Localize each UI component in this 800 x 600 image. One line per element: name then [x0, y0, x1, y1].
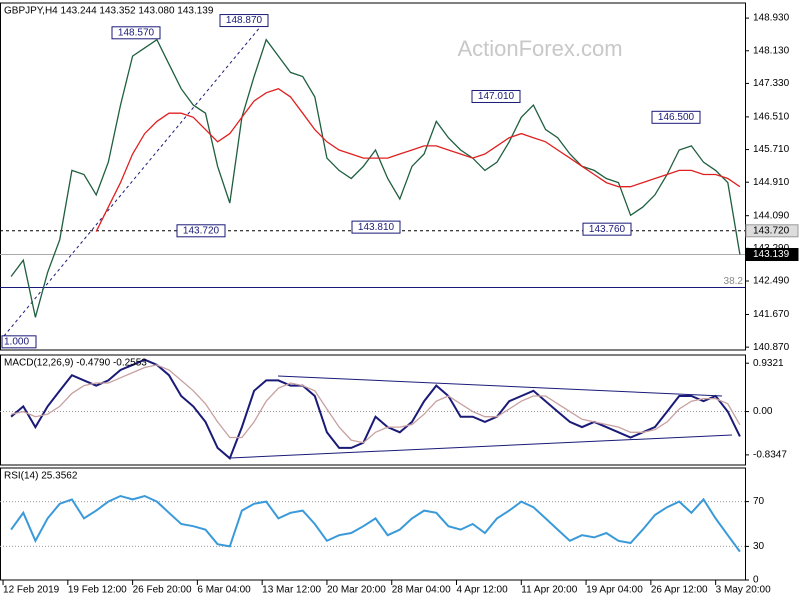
macd-trend-line: [277, 375, 723, 397]
panel-title: GBPJPY,H4 143.244 143.352 143.080 143.13…: [4, 6, 214, 17]
price-label-box: [219, 14, 269, 28]
x-tick-label: 26 Feb 20:00: [133, 585, 192, 596]
fib-trend-line: [3, 19, 267, 337]
y-tick-label: 141.670: [753, 309, 790, 320]
price-label: 143.760: [589, 224, 626, 235]
series-line: [95, 87, 741, 232]
x-tick-label: 12 Feb 2019: [3, 585, 60, 596]
fib-label: 38.2: [724, 276, 744, 287]
y-tick-label: 146.510: [753, 112, 790, 123]
y-tick-label: 30: [753, 541, 765, 552]
x-tick-label: 19 Feb 12:00: [68, 585, 127, 596]
panel-title: MACD(12,26,9) -0.4790 -0.2553: [4, 358, 147, 369]
price-label: 147.010: [478, 91, 515, 102]
y-tick-label: 147.330: [753, 78, 790, 89]
price-label: 143.720: [183, 225, 220, 236]
price-label-box: [351, 220, 401, 234]
x-tick-label: 26 Apr 12:00: [651, 585, 708, 596]
series-line: [10, 364, 741, 444]
x-tick-label: 4 Apr 12:00: [457, 585, 509, 596]
y-tick-label: 144.090: [753, 210, 790, 221]
x-tick-label: 11 Apr 20:00: [521, 585, 577, 596]
price-tag-label: 143.720: [753, 225, 790, 236]
series-line: [10, 358, 741, 460]
y-tick-label: -0.8347: [753, 450, 787, 461]
panel-frame: [0, 354, 746, 466]
price-tag: [745, 224, 799, 238]
x-tick-label: 20 Mar 20:00: [327, 585, 386, 596]
x-tick-label: 13 Mar 12:00: [262, 585, 321, 596]
series-line: [10, 38, 741, 318]
panel-frame: [0, 2, 746, 351]
panel-frame: [0, 467, 746, 581]
y-tick-label: 148.930: [753, 13, 790, 24]
y-tick-label: 0: [753, 575, 759, 586]
series-line: [10, 494, 741, 553]
y-tick-label: 0.00: [753, 406, 773, 417]
price-label-box: [111, 26, 161, 40]
price-label-box: [582, 222, 632, 236]
price-label: 148.570: [118, 27, 155, 38]
y-tick-label: 148.130: [753, 45, 790, 56]
price-tag-label: 143.139: [753, 249, 790, 260]
x-tick-label: 28 Mar 04:00: [392, 585, 451, 596]
y-tick-label: 144.910: [753, 177, 790, 188]
fib-label: 1.000: [4, 336, 29, 347]
panel-title: RSI(14) 25.3562: [4, 471, 78, 482]
y-tick-label: 0.9321: [753, 358, 784, 369]
x-tick-label: 3 May 20:00: [716, 585, 771, 596]
price-label-box: [471, 89, 521, 103]
fib-label-box: [1, 335, 37, 349]
y-tick-label: 140.870: [753, 342, 790, 353]
y-tick-label: 142.490: [753, 276, 790, 287]
watermark: ActionForex.com: [457, 36, 622, 61]
y-tick-label: 145.710: [753, 144, 790, 155]
price-label: 143.810: [358, 222, 395, 233]
price-label-box: [176, 224, 226, 238]
x-tick-label: 6 Mar 04:00: [197, 585, 251, 596]
price-label: 146.500: [658, 112, 695, 123]
y-tick-label: 70: [753, 496, 765, 507]
macd-trend-line: [229, 434, 733, 459]
price-label: 148.870: [226, 15, 263, 26]
price-label-box: [651, 110, 701, 124]
price-tag: [745, 248, 799, 262]
x-tick-label: 19 Apr 04:00: [586, 585, 643, 596]
